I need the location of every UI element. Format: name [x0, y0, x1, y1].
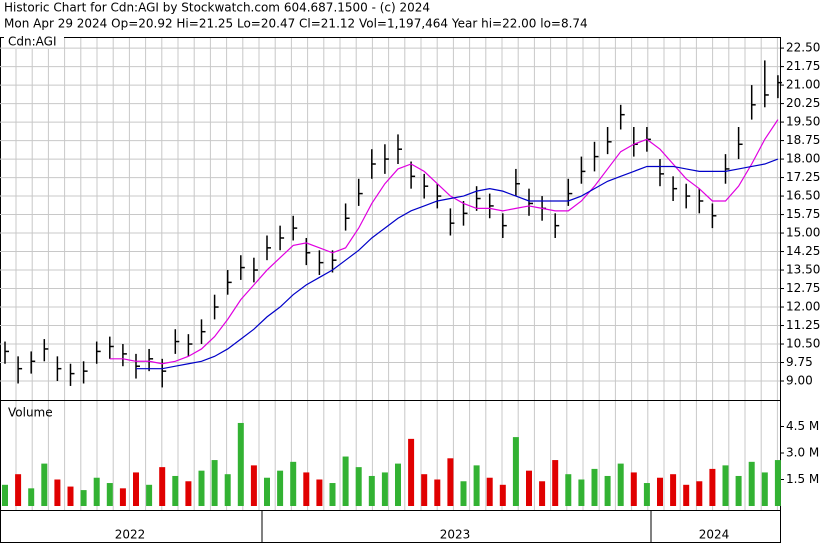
- year-label: 2022: [115, 528, 146, 542]
- y-tick-label: 12.75: [786, 281, 820, 295]
- y-tick-label: 21.75: [786, 59, 820, 73]
- volume-bar: [368, 475, 375, 506]
- volume-bar: [198, 470, 205, 506]
- volume-bar: [185, 481, 192, 506]
- volume-bar: [2, 484, 8, 506]
- volume-bar: [106, 483, 113, 506]
- volume-bar: [329, 483, 336, 506]
- volume-bar: [395, 463, 401, 506]
- volume-bar: [486, 477, 493, 506]
- y-tick-label: 16.50: [786, 189, 820, 203]
- y-tick-label: 14.25: [786, 244, 820, 258]
- y-tick-label: 15.00: [786, 226, 820, 240]
- volume-bar: [774, 460, 781, 506]
- moving-average: [109, 119, 779, 365]
- volume-bar: [578, 479, 585, 506]
- volume-bar: [722, 465, 729, 506]
- volume-bar: [316, 479, 323, 506]
- volume-bar: [617, 463, 624, 506]
- volume-bar: [41, 463, 48, 506]
- volume-bar: [512, 437, 519, 506]
- volume-bar: [237, 422, 244, 506]
- volume-bar: [657, 477, 663, 506]
- volume-bar: [630, 472, 637, 506]
- header-title: Historic Chart for Cdn:AGI by Stockwatch…: [4, 1, 430, 15]
- y-tick-label: 22.50: [786, 41, 820, 55]
- year-label: 2023: [440, 528, 471, 542]
- volume-bar: [539, 481, 546, 506]
- volume-bar: [172, 475, 179, 506]
- y-tick-label: 21.00: [786, 78, 820, 92]
- volume-bar: [421, 474, 428, 506]
- volume-bar: [224, 474, 231, 506]
- volume-bar: [604, 475, 611, 506]
- volume-bar: [761, 472, 768, 506]
- y-tick-label: 11.25: [786, 318, 820, 332]
- y-tick-label: 9.75: [786, 355, 813, 369]
- volume-bar: [211, 460, 218, 506]
- y-tick-label: 10.50: [786, 337, 820, 351]
- y-tick-label: 13.50: [786, 263, 820, 277]
- volume-bar: [735, 475, 742, 506]
- volume-bar: [447, 458, 454, 506]
- volume-bar: [67, 486, 74, 506]
- volume-bar: [133, 472, 139, 506]
- volume-bar: [709, 468, 716, 506]
- symbol-label: Cdn:AGI: [8, 35, 56, 49]
- y-tick-label: 4.5 M: [786, 419, 819, 433]
- volume-label: Volume: [8, 406, 53, 420]
- header-quote: Mon Apr 29 2024 Op=20.92 Hi=21.25 Lo=20.…: [4, 17, 588, 31]
- volume-bar: [670, 474, 677, 506]
- y-tick-label: 3.0 M: [786, 446, 819, 460]
- y-tick-label: 19.50: [786, 115, 820, 129]
- volume-bar: [565, 474, 572, 506]
- volume-bar: [683, 484, 690, 506]
- volume-bar: [643, 483, 650, 506]
- volume-bar: [381, 472, 388, 506]
- y-tick-label: 18.75: [786, 133, 820, 147]
- y-tick-label: 20.25: [786, 96, 820, 110]
- volume-bar: [748, 461, 755, 506]
- volume-bar: [342, 456, 349, 506]
- volume-bar: [93, 477, 100, 506]
- volume-bar: [526, 470, 532, 506]
- y-tick-label: 9.00: [786, 374, 813, 388]
- volume-bar: [80, 490, 87, 506]
- volume-bar: [28, 488, 35, 506]
- volume-bar: [159, 467, 166, 506]
- label-bg: [4, 34, 64, 49]
- volume-bar: [15, 474, 22, 506]
- volume-bar: [54, 479, 61, 506]
- volume-bar: [460, 481, 467, 506]
- volume-bar: [499, 484, 506, 506]
- volume-bar: [277, 470, 284, 506]
- volume-bar: [591, 468, 598, 506]
- volume-bar: [696, 481, 703, 506]
- volume-bar: [355, 467, 362, 506]
- y-tick-label: 17.25: [786, 170, 820, 184]
- y-tick-label: 12.00: [786, 300, 820, 314]
- volume-bar: [473, 465, 480, 506]
- volume-bar: [303, 472, 310, 506]
- moving-average: [136, 158, 779, 370]
- volume-bar: [119, 488, 126, 506]
- volume-bar: [434, 479, 441, 506]
- volume-bar: [146, 484, 153, 506]
- volume-bar: [290, 461, 297, 506]
- y-tick-label: 1.5 M: [786, 472, 819, 486]
- volume-bar: [408, 438, 415, 506]
- vertical-grid: [15, 37, 778, 510]
- year-label: 2024: [699, 528, 730, 542]
- y-tick-label: 15.75: [786, 207, 820, 221]
- volume-bar: [250, 465, 257, 506]
- volume-bar: [552, 460, 559, 506]
- volume-bar: [264, 477, 270, 506]
- y-tick-label: 18.00: [786, 152, 820, 166]
